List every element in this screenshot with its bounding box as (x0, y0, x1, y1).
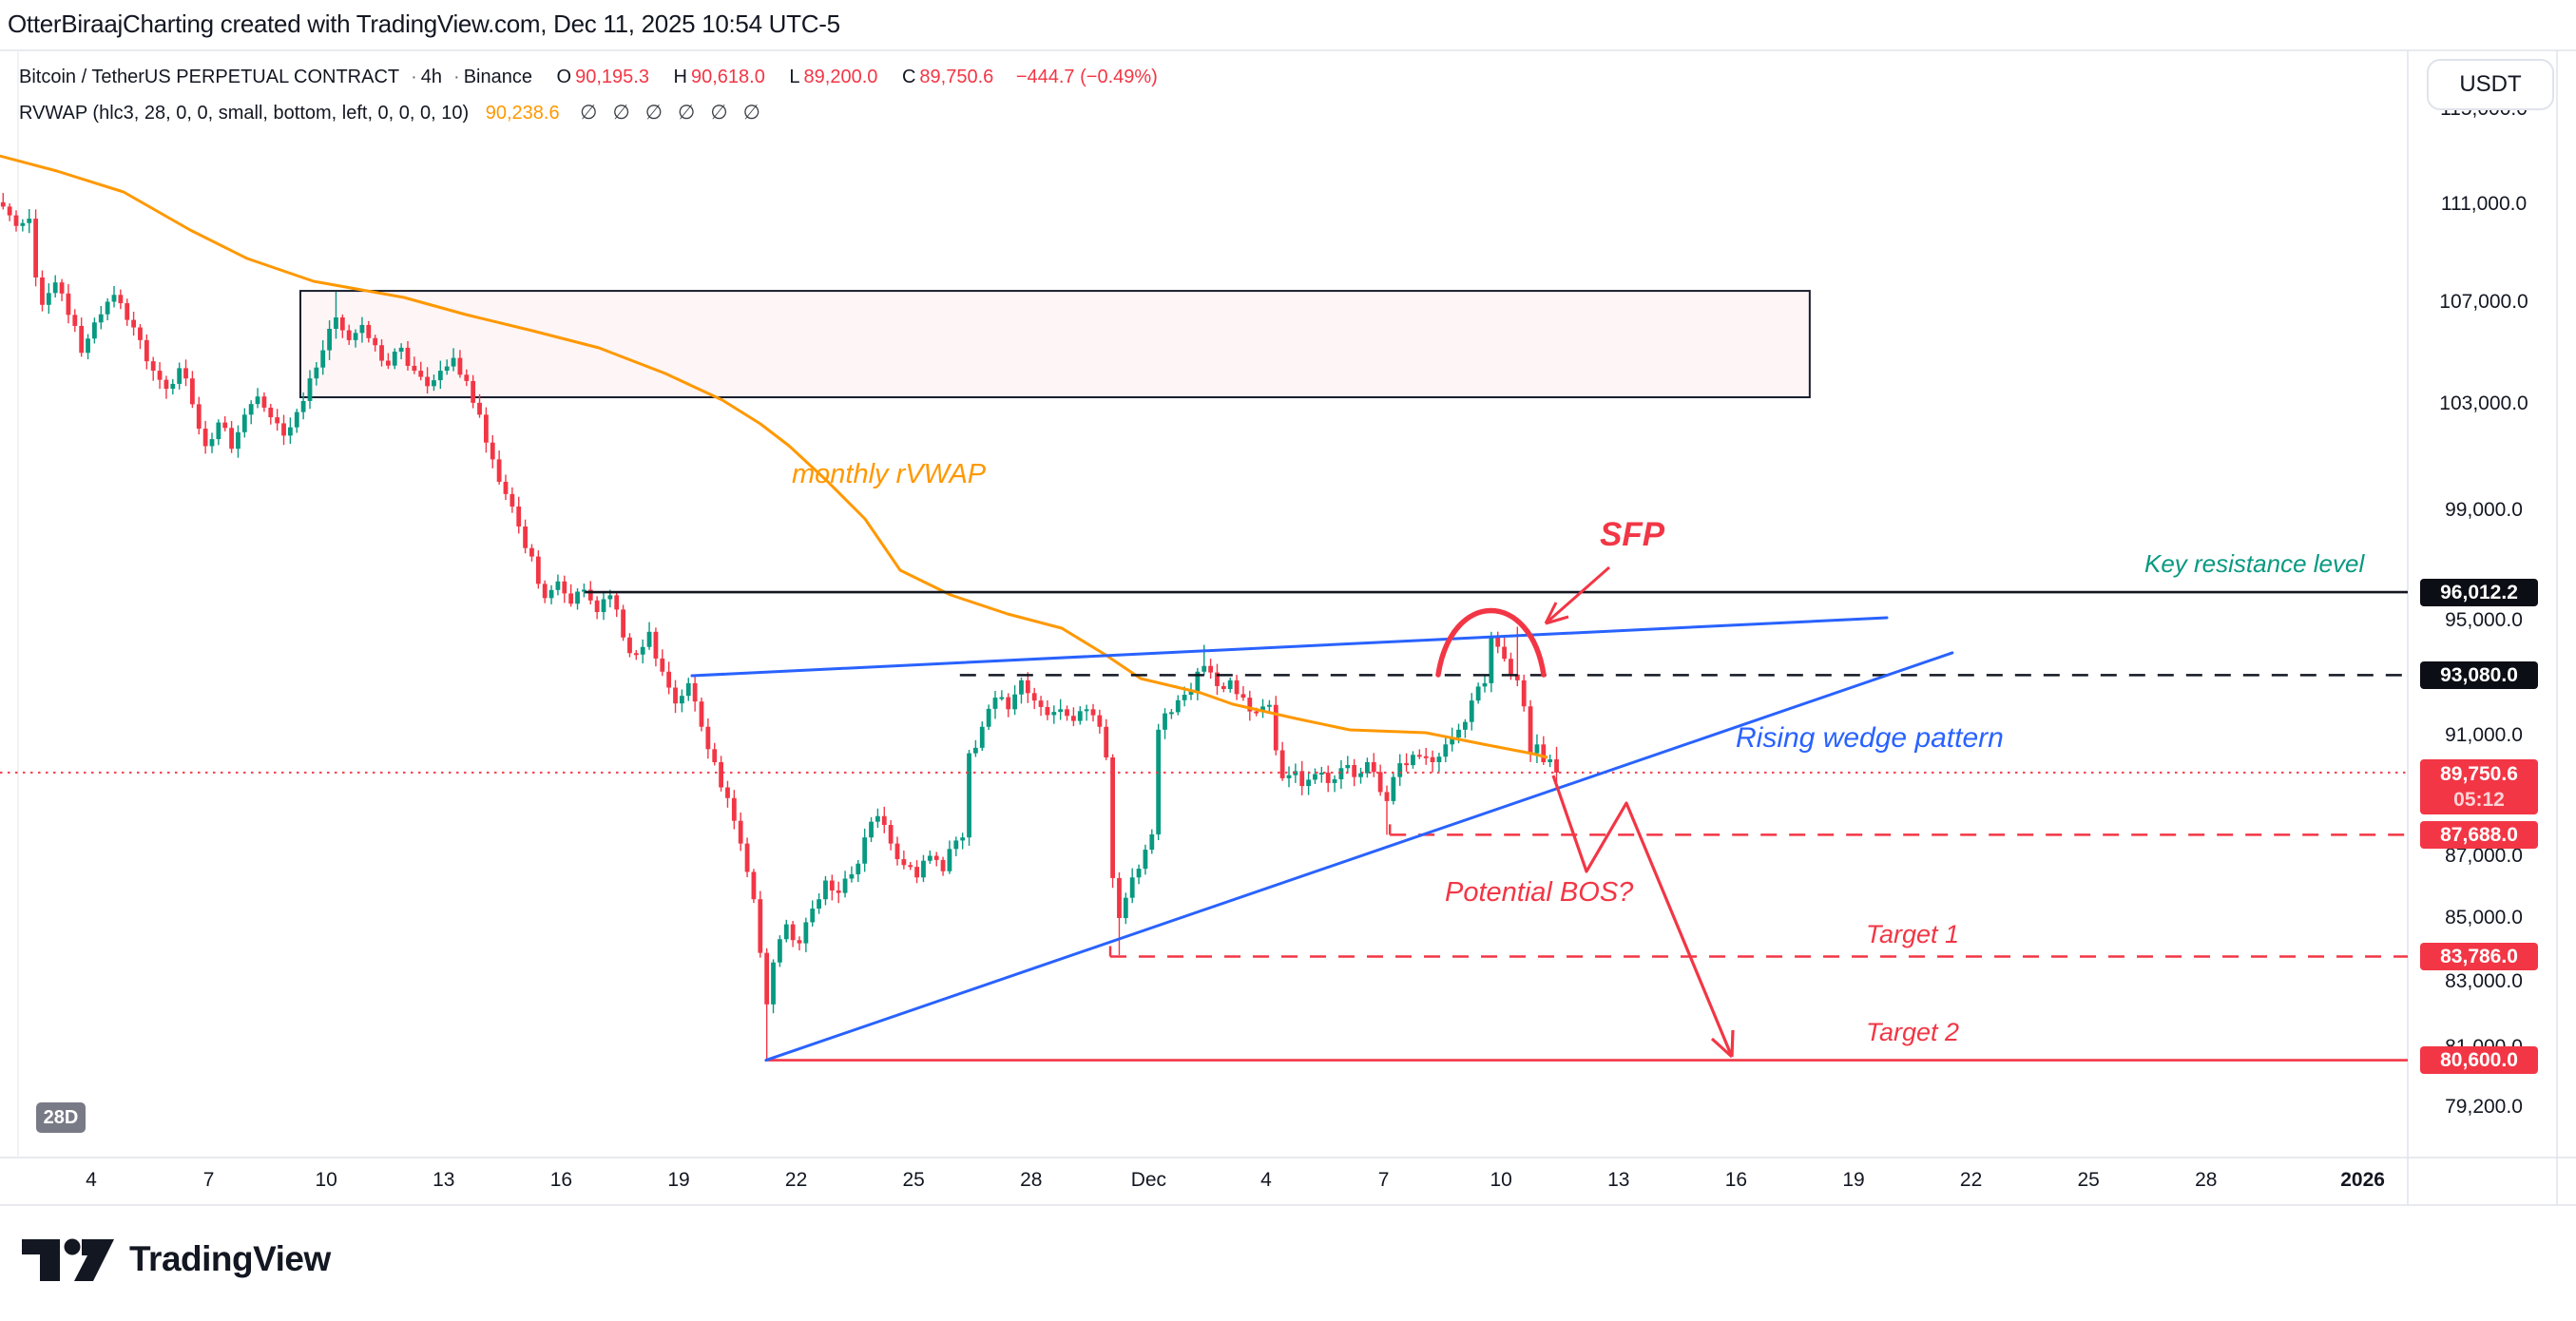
potential-bos-label: Potential BOS? (1445, 877, 1634, 908)
currency-toggle-button[interactable]: USDT (2427, 59, 2554, 110)
time-tick-13: 13 (433, 1169, 455, 1191)
open-label: O (556, 67, 572, 87)
time-tick-25: 25 (902, 1169, 925, 1191)
time-tick-16: 16 (549, 1169, 573, 1191)
price-tick-107,000.0: 107,000.0 (2439, 291, 2528, 314)
separator-dot: · (453, 67, 460, 87)
price-label-89,750.6: 89,750.6 05:12 (2420, 758, 2538, 814)
attribution-text: OtterBiraajCharting created with Trading… (8, 10, 840, 38)
rising-wedge-label: Rising wedge pattern (1736, 722, 2004, 754)
wedge-lower-line (764, 651, 1954, 1063)
indicator-empty-flags: ∅∅∅∅∅∅ (580, 102, 776, 124)
time-tick-22: 22 (1959, 1169, 1983, 1191)
wedge-upper-line (690, 616, 1889, 678)
time-tick-22: 22 (784, 1169, 808, 1191)
monthly-rvwap-line (0, 154, 1548, 759)
time-tick-Dec: Dec (1130, 1169, 1167, 1191)
tradingview-logo-text: TradingView (129, 1239, 331, 1278)
symbol-name[interactable]: Bitcoin / TetherUS PERPETUAL CONTRACT (19, 67, 400, 87)
price-tick-79,200.0: 79,200.0 (2445, 1095, 2523, 1118)
sfp-label: SFP (1600, 516, 1665, 553)
price-tick-111,000.0: 111,000.0 (2440, 192, 2528, 215)
time-tick-13: 13 (1607, 1169, 1630, 1191)
high-value: 90,618.0 (690, 67, 765, 87)
indicator-row: RVWAP (hlc3, 28, 0, 0, small, bottom, le… (19, 101, 776, 124)
supply-zone-box (299, 290, 1811, 399)
tradingview-logo[interactable]: TradingView (22, 1235, 331, 1283)
time-tick-16: 16 (1724, 1169, 1748, 1191)
separator-dot: · (411, 67, 417, 87)
price-tick-83,000.0: 83,000.0 (2445, 970, 2523, 992)
time-tick-10: 10 (315, 1169, 337, 1191)
price-tick-85,000.0: 85,000.0 (2445, 906, 2523, 929)
price-label-87,688.0: 87,688.0 (2420, 820, 2538, 849)
time-tick-4: 4 (86, 1169, 97, 1191)
time-tick-25: 25 (2077, 1169, 2100, 1191)
time-tick-2026: 2026 (2340, 1169, 2385, 1191)
time-tick-28: 28 (1020, 1169, 1043, 1191)
bos-projection-path (1551, 775, 1734, 1058)
price-label-80,600.0: 80,600.0 (2420, 1046, 2538, 1075)
sfp-arrow (1545, 565, 1610, 625)
exchange-label[interactable]: Binance (463, 67, 532, 87)
tradingview-logo-icon (22, 1238, 114, 1281)
high-label: H (673, 67, 687, 87)
key-resistance-label: Key resistance level (2144, 549, 2365, 578)
monthly-rvwap-label: monthly rVWAP (792, 459, 987, 489)
low-label: L (789, 67, 800, 87)
indicator-name[interactable]: RVWAP (hlc3, 28, 0, 0, small, bottom, le… (19, 103, 470, 124)
symbol-header-row: Bitcoin / TetherUS PERPETUAL CONTRACT · 4h… (19, 67, 1162, 88)
low-value: 89,200.0 (803, 67, 878, 87)
time-tick-28: 28 (2195, 1169, 2218, 1191)
indicator-value: 90,238.6 (485, 103, 560, 124)
price-label-96,012.2: 96,012.2 (2420, 578, 2538, 606)
time-tick-7: 7 (202, 1169, 215, 1191)
interval-label[interactable]: 4h (420, 67, 443, 87)
price-label-83,786.0: 83,786.0 (2420, 942, 2538, 970)
price-tick-95,000.0: 95,000.0 (2445, 608, 2523, 631)
time-tick-19: 19 (667, 1169, 690, 1191)
time-tick-7: 7 (1377, 1169, 1390, 1191)
time-tick-10: 10 (1490, 1169, 1512, 1191)
price-label-93,080.0: 93,080.0 (2420, 660, 2538, 689)
change-value: −444.7 (−0.49%) (1015, 67, 1158, 87)
time-tick-19: 19 (1842, 1169, 1865, 1191)
open-value: 90,195.3 (575, 67, 649, 87)
plot-area (0, 154, 2408, 1063)
target-1-label: Target 1 (1866, 920, 1960, 948)
target-2-label: Target 2 (1866, 1018, 1960, 1046)
candles (0, 193, 1559, 1061)
close-value: 89,750.6 (919, 67, 994, 87)
price-tick-99,000.0: 99,000.0 (2445, 498, 2523, 521)
price-tick-103,000.0: 103,000.0 (2439, 392, 2528, 415)
price-tick-91,000.0: 91,000.0 (2445, 724, 2523, 746)
close-label: C (901, 67, 916, 87)
sfp-arc (1435, 607, 1547, 678)
price-tick-87,000.0: 87,000.0 (2445, 844, 2523, 867)
time-tick-4: 4 (1260, 1169, 1272, 1191)
range-28d-badge: 28D (36, 1102, 86, 1133)
